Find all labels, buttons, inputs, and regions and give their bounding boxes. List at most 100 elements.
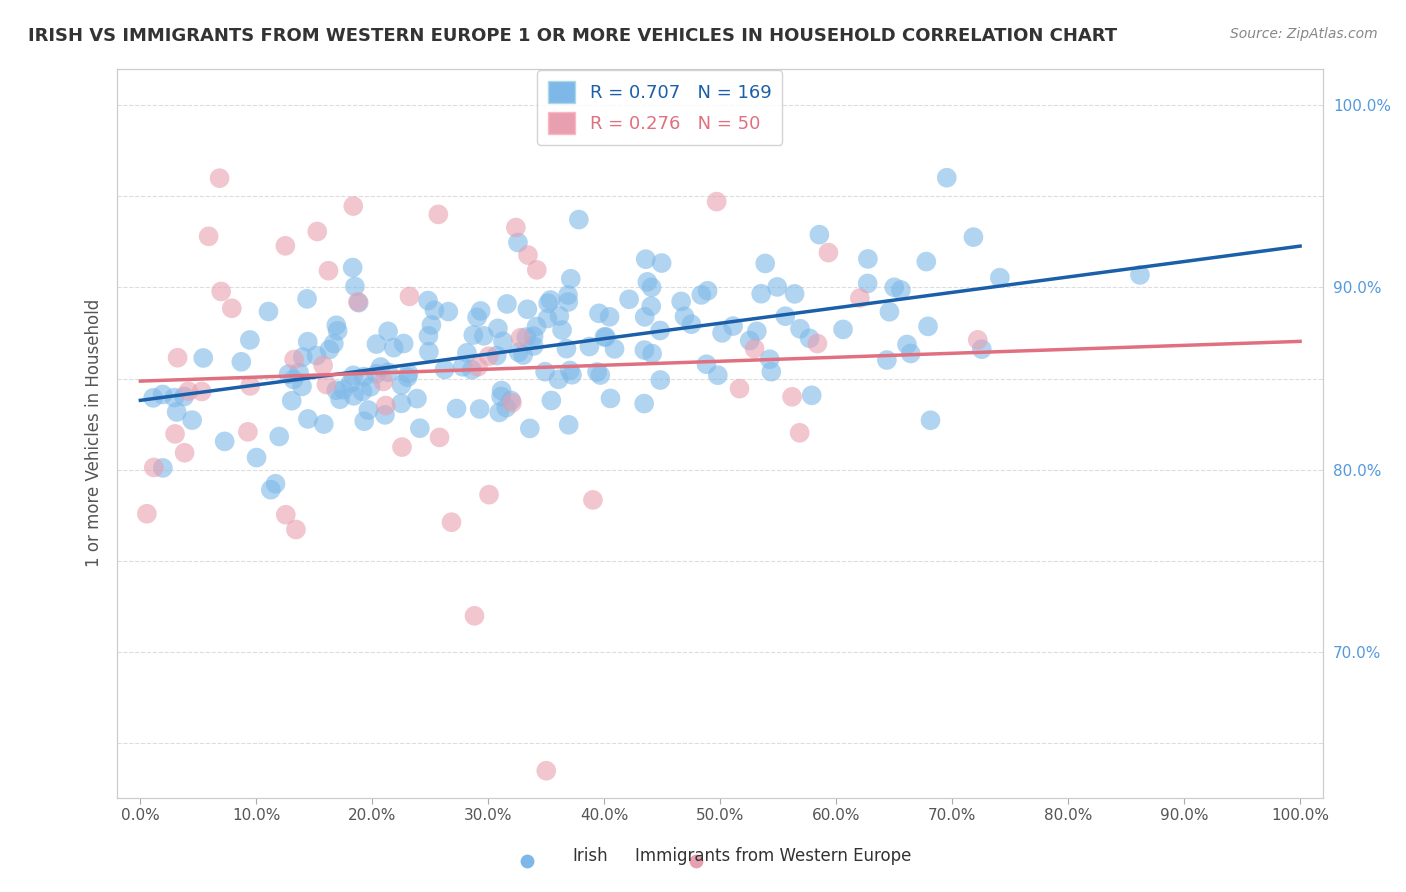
Point [165, 426, 187, 441]
Legend: R = 0.707   N = 169, R = 0.276   N = 50: R = 0.707 N = 169, R = 0.276 N = 50 [537, 70, 782, 145]
Point [446, 401, 468, 416]
Point [633, 343, 655, 357]
Point [519, 421, 541, 435]
Point [555, 342, 578, 356]
Point [305, 349, 328, 363]
Point [342, 368, 364, 383]
Point [557, 288, 579, 302]
Point [561, 368, 583, 382]
Point [197, 229, 219, 244]
Point [373, 375, 395, 389]
Point [312, 359, 335, 373]
Point [806, 336, 828, 351]
Point [461, 363, 484, 377]
Point [312, 417, 335, 431]
Point [506, 235, 529, 250]
Point [318, 343, 340, 357]
Point [495, 401, 517, 415]
Point [374, 408, 396, 422]
Point [427, 207, 450, 221]
Point [342, 260, 364, 275]
Point [295, 292, 318, 306]
Point [640, 280, 662, 294]
Point [557, 417, 579, 432]
Point [505, 220, 527, 235]
Point [409, 421, 432, 435]
Point [423, 303, 446, 318]
Point [523, 329, 546, 343]
Point [315, 377, 337, 392]
Point [512, 348, 534, 362]
Point [516, 854, 538, 868]
Point [560, 272, 582, 286]
Point [318, 263, 340, 277]
Point [651, 256, 673, 270]
Point [599, 310, 621, 324]
Point [896, 337, 918, 351]
Point [239, 333, 262, 347]
Point [558, 363, 581, 377]
Point [467, 359, 489, 374]
Point [547, 372, 569, 386]
Point [472, 329, 495, 343]
Point [342, 199, 364, 213]
Y-axis label: 1 or more Vehicles in Household: 1 or more Vehicles in Household [86, 299, 103, 567]
Point [429, 430, 451, 444]
Point [177, 384, 200, 399]
Point [377, 324, 399, 338]
Point [900, 346, 922, 360]
Point [291, 350, 314, 364]
Point [190, 384, 212, 399]
Point [142, 391, 165, 405]
Point [526, 319, 548, 334]
Point [496, 297, 519, 311]
Point [669, 294, 692, 309]
Point [673, 310, 696, 324]
Point [738, 334, 761, 348]
Point [347, 295, 370, 310]
Point [568, 212, 591, 227]
Point [849, 291, 872, 305]
Point [749, 286, 772, 301]
Point [406, 392, 429, 406]
Point [152, 387, 174, 401]
Point [437, 304, 460, 318]
Point [152, 461, 174, 475]
Point [721, 319, 744, 334]
Text: Source: ZipAtlas.com: Source: ZipAtlas.com [1230, 27, 1378, 41]
Point [523, 339, 546, 353]
Point [696, 284, 718, 298]
Point [962, 230, 984, 244]
Point [329, 392, 352, 407]
Point [766, 280, 789, 294]
Point [489, 390, 512, 404]
Point [515, 330, 537, 344]
Point [641, 346, 664, 360]
Point [1129, 268, 1152, 282]
Point [856, 252, 879, 266]
Point [917, 319, 939, 334]
Point [353, 414, 375, 428]
Point [681, 317, 703, 331]
Point [418, 328, 440, 343]
Point [353, 369, 375, 384]
Point [245, 450, 267, 465]
Point [589, 368, 612, 382]
Point [540, 293, 562, 307]
Point [391, 378, 413, 392]
Point [548, 309, 571, 323]
Point [283, 352, 305, 367]
Point [284, 523, 307, 537]
Point [478, 349, 501, 363]
Point [325, 318, 347, 333]
Point [633, 396, 655, 410]
Point [582, 492, 605, 507]
Point [935, 170, 957, 185]
Point [789, 322, 811, 336]
Point [780, 390, 803, 404]
Point [260, 483, 283, 497]
Point [966, 333, 988, 347]
Point [193, 351, 215, 365]
Point [398, 289, 420, 303]
Point [890, 283, 912, 297]
